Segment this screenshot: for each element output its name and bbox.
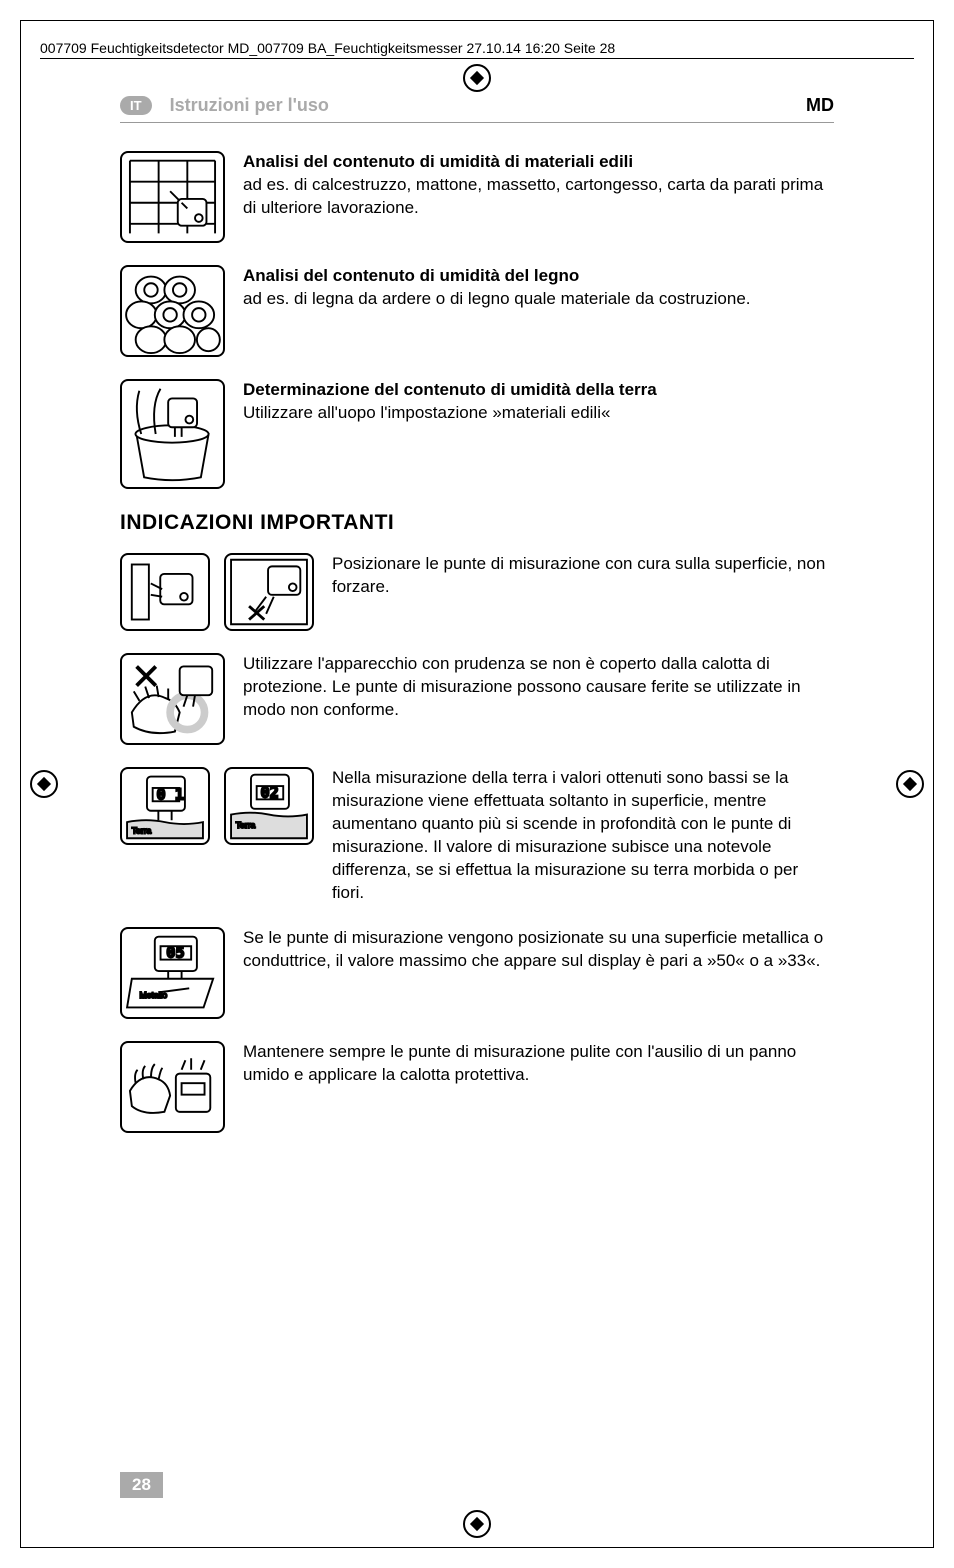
section2-text: ad es. di legna da ardere o di legno qua… bbox=[243, 289, 751, 308]
registration-mark-left bbox=[30, 770, 58, 798]
lang-badge: IT bbox=[120, 96, 152, 115]
section3-text: Utilizzare all'uopo l'impostazione »mate… bbox=[243, 403, 610, 422]
section8-text: Mantenere sempre le punte di misurazione… bbox=[243, 1042, 796, 1084]
section1-title: Analisi del contenuto di umidità di mate… bbox=[243, 152, 633, 171]
careful-probe2-icon bbox=[224, 553, 314, 631]
wood-logs-icon bbox=[120, 265, 225, 357]
section5-text: Utilizzare l'apparecchio con prudenza se… bbox=[243, 654, 801, 719]
registration-mark-bottom bbox=[463, 1510, 491, 1538]
svg-text:0 1: 0 1 bbox=[156, 785, 183, 803]
section1-text: ad es. di calcestruzzo, mattone, massett… bbox=[243, 175, 823, 217]
registration-mark-top bbox=[463, 64, 491, 92]
registration-mark-right bbox=[896, 770, 924, 798]
tiles-icon bbox=[120, 151, 225, 243]
svg-text:02: 02 bbox=[260, 783, 278, 801]
hand-warning-icon bbox=[120, 653, 225, 745]
svg-text:Terra: Terra bbox=[236, 820, 256, 830]
section4-text: Posizionare le punte di misurazione con … bbox=[332, 554, 825, 596]
section6-text: Nella misurazione della terra i valori o… bbox=[332, 768, 798, 902]
metal-surface-icon: 05 Metallo bbox=[120, 927, 225, 1019]
header-code: MD bbox=[806, 95, 834, 116]
plant-pot-icon bbox=[120, 379, 225, 489]
section3-title: Determinazione del contenuto di umidità … bbox=[243, 380, 657, 399]
clean-cloth-icon bbox=[120, 1041, 225, 1133]
section2-title: Analisi del contenuto di umidità del leg… bbox=[243, 266, 579, 285]
section7-text: Se le punte di misurazione vengono posiz… bbox=[243, 928, 823, 970]
print-meta: 007709 Feuchtigkeitsdetector MD_007709 B… bbox=[40, 40, 914, 59]
careful-probe1-icon bbox=[120, 553, 210, 631]
soil-deep-icon: 02 Terra bbox=[224, 767, 314, 845]
important-heading: INDICAZIONI IMPORTANTI bbox=[120, 511, 834, 535]
soil-shallow-icon: 0 1 Terra bbox=[120, 767, 210, 845]
page-number: 28 bbox=[120, 1472, 163, 1498]
print-header-text: 007709 Feuchtigkeitsdetector MD_007709 B… bbox=[40, 40, 914, 59]
svg-text:Terra: Terra bbox=[132, 826, 152, 836]
header-title: Istruzioni per l'uso bbox=[170, 95, 806, 116]
svg-text:05: 05 bbox=[166, 943, 184, 961]
page-header: IT Istruzioni per l'uso MD bbox=[120, 95, 834, 123]
